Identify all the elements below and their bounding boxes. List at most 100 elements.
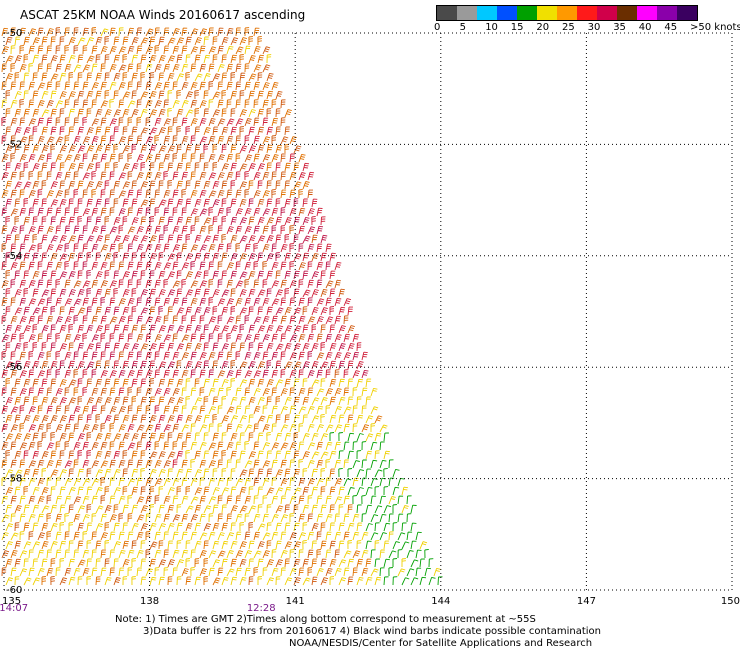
wind-barb xyxy=(230,216,238,226)
wind-barb xyxy=(262,260,267,271)
wind-barb xyxy=(73,81,80,91)
wind-barb xyxy=(203,505,212,514)
wind-barb xyxy=(347,487,355,496)
wind-barb xyxy=(203,36,209,46)
wind-barb xyxy=(172,45,180,55)
wind-barb xyxy=(37,100,45,109)
wind-barb xyxy=(217,333,223,343)
wind-barb xyxy=(113,270,119,280)
wind-barb xyxy=(221,343,230,352)
wind-barb xyxy=(212,396,219,406)
wind-barb xyxy=(59,486,66,496)
wind-barb xyxy=(41,487,49,496)
wind-barb xyxy=(325,567,333,577)
wind-barb xyxy=(356,378,364,388)
wind-barb xyxy=(149,324,156,334)
wind-barb xyxy=(244,334,252,343)
legend-swatch xyxy=(537,6,557,20)
wind-barb xyxy=(253,172,261,181)
wind-barb xyxy=(172,423,179,433)
wind-barb xyxy=(181,549,189,559)
wind-barb xyxy=(275,108,281,118)
wind-barb xyxy=(181,45,188,55)
wind-barb xyxy=(5,397,13,406)
wind-barb xyxy=(145,243,153,253)
wind-barb xyxy=(325,405,331,415)
wind-barb xyxy=(64,243,70,253)
wind-barb xyxy=(73,405,81,415)
wind-barb xyxy=(172,280,181,289)
wind-barb xyxy=(248,432,254,442)
wind-barb xyxy=(307,351,313,361)
wind-barb xyxy=(154,82,163,91)
wind-barb xyxy=(221,289,230,298)
wind-barb xyxy=(320,522,326,532)
wind-barb xyxy=(167,576,173,586)
wind-barb xyxy=(77,307,86,316)
wind-barb xyxy=(100,532,109,541)
wind-barb xyxy=(14,253,23,262)
wind-barb xyxy=(10,99,18,109)
wind-barb xyxy=(298,477,306,487)
wind-barb xyxy=(235,261,241,271)
wind-barb xyxy=(172,531,179,541)
wind-barb xyxy=(113,433,122,442)
wind-barb xyxy=(127,152,132,163)
wind-barb xyxy=(82,189,88,199)
wind-barb xyxy=(140,540,146,550)
wind-barb xyxy=(379,495,386,505)
wind-barb xyxy=(68,198,74,208)
wind-barb xyxy=(352,351,360,361)
wind-barb xyxy=(316,405,324,415)
wind-barb xyxy=(113,378,120,388)
wind-barb xyxy=(397,532,406,541)
wind-barb xyxy=(275,126,281,136)
wind-barb xyxy=(208,243,216,253)
wind-barb xyxy=(19,189,25,199)
wind-barb xyxy=(194,216,200,226)
wind-barb xyxy=(343,441,350,451)
wind-barb xyxy=(383,467,388,478)
wind-barb xyxy=(217,81,223,91)
wind-barb xyxy=(1,532,9,541)
wind-barb xyxy=(41,522,49,532)
wind-barb xyxy=(131,324,138,334)
wind-barb xyxy=(185,540,191,550)
wind-barb xyxy=(95,198,102,208)
wind-barb xyxy=(122,343,130,352)
wind-barb xyxy=(221,198,227,208)
wind-barb xyxy=(271,531,279,541)
wind-barb xyxy=(100,63,106,73)
wind-barb xyxy=(32,541,41,550)
wind-barb xyxy=(118,549,126,559)
wind-barb xyxy=(208,261,214,271)
wind-barb xyxy=(230,126,237,136)
wind-barb xyxy=(293,432,299,442)
wind-barb xyxy=(131,217,139,226)
wind-barb xyxy=(32,504,40,514)
wind-barb xyxy=(352,495,357,505)
wind-barb xyxy=(113,235,122,244)
wind-barb xyxy=(1,46,10,55)
wind-barb xyxy=(316,549,321,559)
wind-barb xyxy=(91,45,98,55)
wind-barb xyxy=(158,469,166,478)
wind-barb xyxy=(140,450,146,460)
wind-barb xyxy=(163,495,171,505)
wind-barb xyxy=(199,424,208,433)
wind-barb xyxy=(329,450,337,460)
wind-barb xyxy=(95,450,103,460)
wind-barb xyxy=(253,566,258,577)
wind-barb xyxy=(248,36,253,46)
wind-barb xyxy=(77,270,83,280)
wind-barb xyxy=(28,387,34,397)
wind-barb xyxy=(172,225,180,235)
wind-barb xyxy=(176,486,182,496)
wind-barb xyxy=(122,126,128,136)
wind-barb xyxy=(230,234,238,244)
wind-barb xyxy=(82,549,90,559)
wind-barb xyxy=(181,387,187,397)
wind-barb xyxy=(32,396,38,406)
wind-barb xyxy=(77,180,84,190)
wind-barb xyxy=(28,171,34,180)
